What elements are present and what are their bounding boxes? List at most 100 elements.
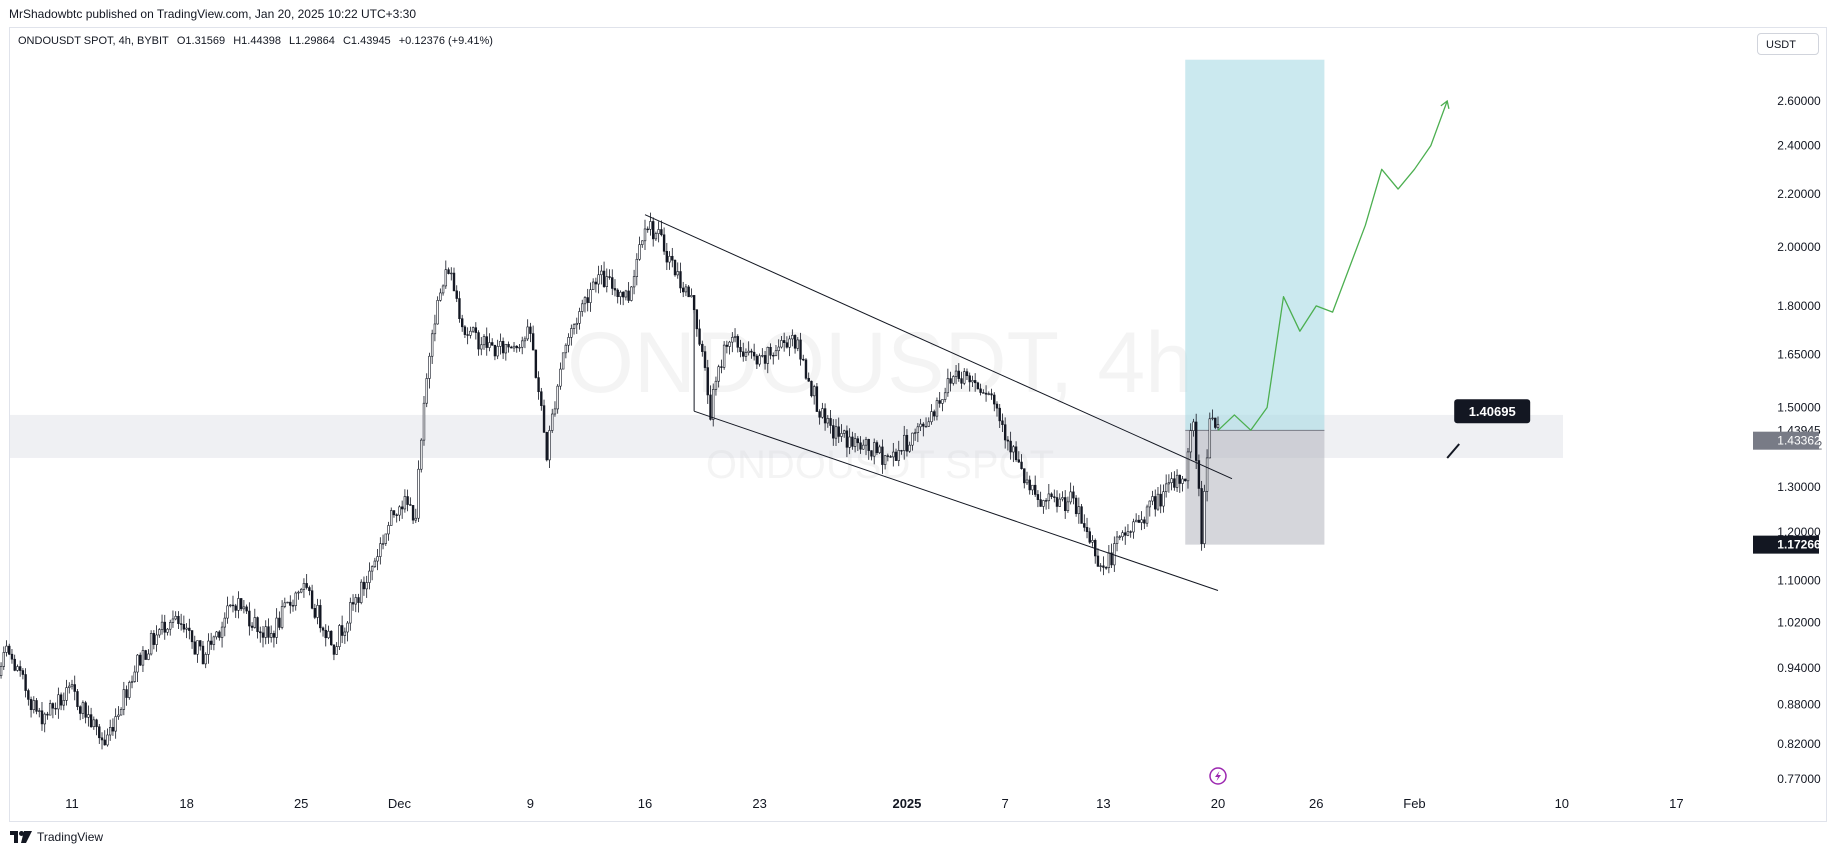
candle-body	[24, 674, 27, 691]
y-tick-label: 1.20000	[1777, 525, 1821, 539]
candle-body	[59, 694, 63, 706]
candle-body	[848, 436, 851, 448]
ohlc-open: O1.31569	[176, 35, 226, 47]
candle-body	[256, 617, 259, 633]
candle-body	[155, 634, 158, 645]
candle-body	[886, 455, 890, 457]
candle-body	[722, 344, 726, 368]
candle-body	[373, 560, 377, 567]
candle-body	[207, 640, 210, 655]
candle-body	[490, 342, 494, 346]
candle-body	[343, 631, 347, 636]
candle-body	[128, 682, 131, 698]
y-tick-label: 0.82000	[1777, 737, 1821, 751]
candle-body	[859, 442, 862, 450]
currency-selector[interactable]: USDT	[1757, 33, 1819, 55]
candle-body	[1028, 479, 1031, 491]
candle-body	[504, 343, 508, 354]
candle-body	[919, 423, 922, 428]
candle-body	[1192, 421, 1195, 431]
y-tick-label: 1.30000	[1777, 480, 1821, 494]
candle-body	[275, 617, 278, 638]
y-tick-label: 1.10000	[1777, 573, 1821, 587]
candle-body	[559, 368, 562, 387]
candle-body	[782, 340, 786, 343]
candle-body	[662, 234, 666, 252]
candle-body	[365, 582, 368, 590]
candle-body	[1080, 506, 1083, 524]
candle-body	[924, 425, 928, 428]
candle-body	[583, 297, 587, 305]
candle-body	[185, 627, 188, 630]
candle-body	[1036, 494, 1040, 500]
candle-body	[220, 626, 224, 638]
candle-body	[166, 628, 169, 633]
candle-body	[965, 371, 969, 377]
x-tick-label: 16	[638, 796, 652, 811]
candle-body	[1061, 497, 1064, 500]
candle-body	[316, 605, 319, 618]
candle-body	[646, 228, 649, 231]
candle-body	[436, 300, 439, 325]
candle-body	[177, 615, 180, 624]
candle-body	[403, 496, 407, 510]
candle-body	[968, 375, 971, 383]
candle-body	[144, 650, 147, 660]
candle-body	[1096, 555, 1100, 567]
candle-body	[89, 714, 93, 728]
candle-body	[856, 438, 860, 444]
candle-body	[141, 650, 145, 666]
candle-body	[332, 644, 336, 655]
candle-body	[1047, 493, 1051, 502]
candle-body	[455, 290, 458, 299]
candle-body	[526, 326, 529, 340]
candle-body	[1178, 474, 1182, 484]
candle-body	[731, 337, 734, 343]
candle-body	[793, 335, 797, 349]
candle-body	[529, 326, 532, 334]
candle-body	[1132, 521, 1135, 533]
candle-body	[761, 355, 764, 357]
candle-body	[1088, 531, 1091, 543]
candle-body	[766, 347, 769, 364]
y-tick-label: 0.88000	[1777, 698, 1821, 712]
callout-label: 1.40695	[1469, 404, 1516, 419]
candle-body	[466, 334, 469, 336]
candle-body	[1003, 424, 1007, 441]
candle-body	[703, 351, 707, 368]
candle-body	[485, 336, 488, 348]
candle-body	[922, 423, 925, 427]
candle-body	[872, 442, 876, 457]
candle-body	[169, 622, 172, 630]
candle-body	[665, 250, 669, 263]
candle-body	[553, 408, 557, 415]
candle-body	[630, 286, 633, 301]
candle-body	[111, 727, 115, 732]
candle-body	[657, 229, 660, 234]
candle-body	[73, 684, 76, 692]
candle-body	[0, 666, 3, 676]
candle-body	[1148, 500, 1151, 508]
tradingview-logo-icon	[10, 831, 32, 843]
candle-body	[13, 658, 16, 671]
candle-body	[109, 727, 112, 736]
candle-body	[660, 229, 663, 236]
candle-body	[1042, 500, 1045, 507]
candle-body	[204, 654, 207, 665]
candle-body	[621, 291, 625, 298]
candle-body	[1069, 491, 1072, 503]
candle-body	[881, 446, 884, 465]
candle-body	[1083, 523, 1086, 528]
candle-body	[1189, 430, 1192, 453]
candle-body	[379, 543, 382, 557]
candle-body	[540, 391, 543, 406]
candle-body	[422, 402, 426, 441]
candle-body	[362, 581, 366, 590]
candle-body	[510, 346, 513, 349]
candle-body	[201, 645, 205, 665]
candle-body	[1159, 493, 1162, 507]
candle-body	[954, 370, 958, 377]
candle-body	[370, 566, 374, 572]
candle-body	[98, 726, 101, 739]
